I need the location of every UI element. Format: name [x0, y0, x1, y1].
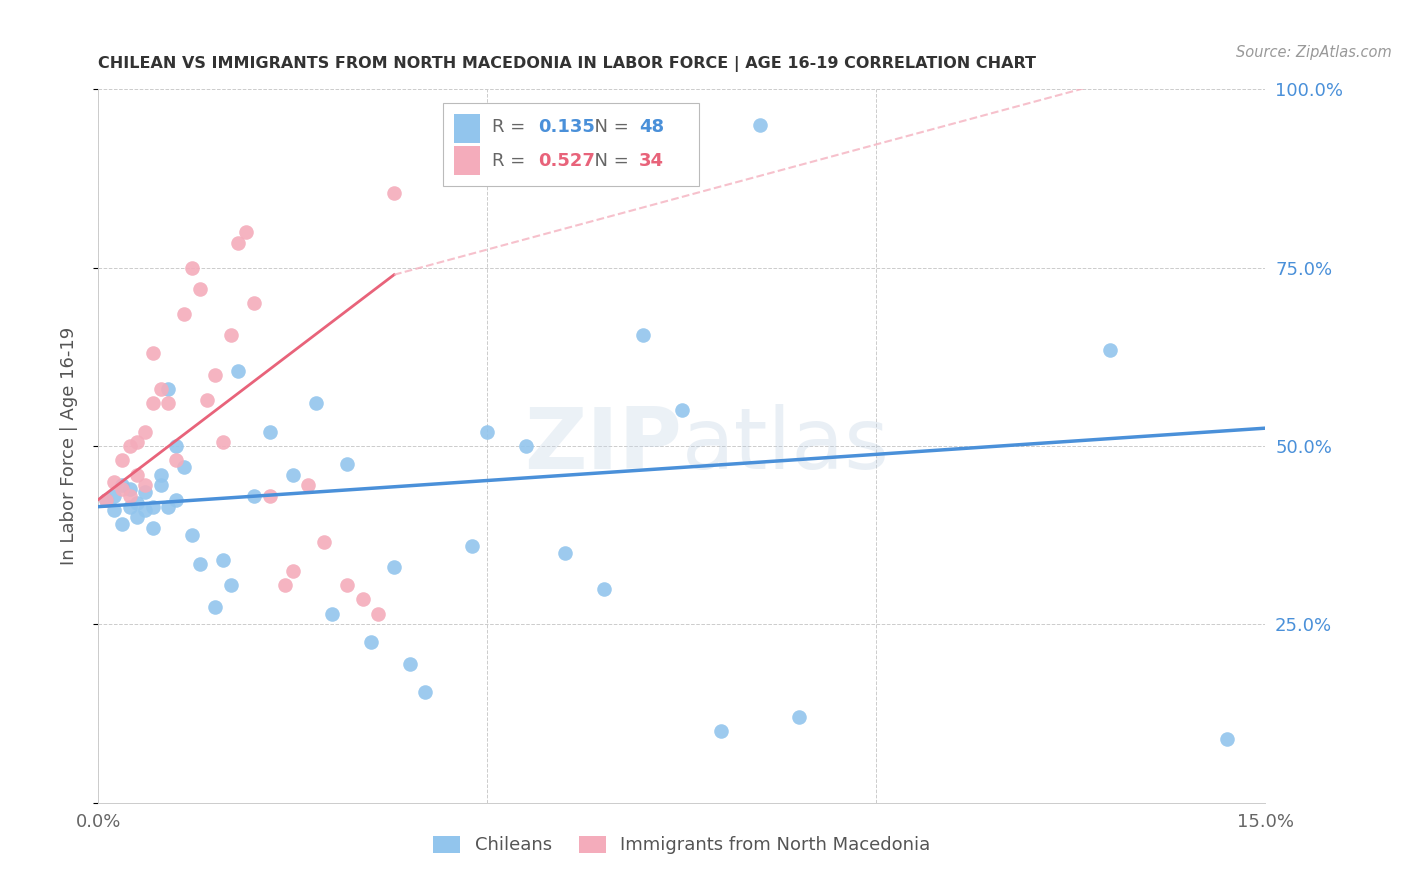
Point [165, 492, 187, 507]
Point [134, 425, 156, 439]
Point [165, 453, 187, 467]
Point [142, 500, 165, 514]
Point [142, 396, 165, 410]
Y-axis label: In Labor Force | Age 16-19: In Labor Force | Age 16-19 [59, 326, 77, 566]
Point [219, 578, 242, 592]
Point [188, 282, 211, 296]
Point [127, 496, 149, 510]
Point [111, 453, 134, 467]
Point [111, 517, 134, 532]
Bar [454, 146, 479, 175]
Text: 48: 48 [638, 118, 664, 136]
Point [367, 607, 389, 621]
Text: Source: ZipAtlas.com: Source: ZipAtlas.com [1236, 45, 1392, 60]
Point [787, 710, 810, 724]
Point [204, 368, 226, 382]
Point [157, 500, 180, 514]
Point [103, 489, 125, 503]
Point [111, 478, 134, 492]
Point [103, 475, 125, 489]
Point [103, 503, 125, 517]
Point [710, 724, 733, 739]
Point [352, 592, 374, 607]
Point [235, 225, 257, 239]
Point [173, 307, 195, 321]
Point [281, 467, 304, 482]
Point [360, 635, 382, 649]
Point [134, 503, 156, 517]
Text: ZIP: ZIP [524, 404, 682, 488]
Point [180, 528, 202, 542]
Point [671, 403, 693, 417]
Point [195, 392, 218, 407]
Point [142, 346, 165, 360]
Point [173, 460, 195, 475]
Point [554, 546, 576, 560]
Point [382, 186, 405, 200]
Point [149, 467, 172, 482]
Point [96, 492, 118, 507]
Text: 0.135: 0.135 [538, 118, 595, 136]
Text: R =: R = [492, 152, 530, 169]
Point [212, 553, 235, 567]
Point [157, 382, 180, 396]
Text: R =: R = [492, 118, 530, 136]
Text: N =: N = [582, 152, 634, 169]
Point [228, 235, 250, 250]
Point [118, 439, 141, 453]
Bar [454, 114, 479, 143]
Point [259, 489, 281, 503]
Point [515, 439, 537, 453]
Point [297, 478, 319, 492]
Point [127, 435, 149, 450]
Point [127, 510, 149, 524]
Point [212, 435, 235, 450]
Point [382, 560, 405, 574]
Point [1215, 731, 1237, 746]
Text: 34: 34 [638, 152, 664, 169]
Point [118, 489, 141, 503]
Point [1098, 343, 1121, 357]
Point [180, 260, 202, 275]
Point [243, 489, 266, 503]
Point [336, 578, 359, 592]
Legend: Chileans, Immigrants from North Macedonia: Chileans, Immigrants from North Macedoni… [426, 829, 938, 862]
Point [134, 478, 156, 492]
Point [118, 482, 141, 496]
Point [149, 478, 172, 492]
Text: atlas: atlas [682, 404, 890, 488]
Point [111, 482, 134, 496]
Point [593, 582, 616, 596]
Point [477, 425, 499, 439]
Point [413, 685, 436, 699]
Point [165, 439, 187, 453]
Point [305, 396, 328, 410]
Point [321, 607, 343, 621]
Point [461, 539, 484, 553]
Text: CHILEAN VS IMMIGRANTS FROM NORTH MACEDONIA IN LABOR FORCE | AGE 16-19 CORRELATIO: CHILEAN VS IMMIGRANTS FROM NORTH MACEDON… [98, 56, 1036, 72]
Point [243, 296, 266, 310]
Point [118, 500, 141, 514]
Point [228, 364, 250, 378]
Point [188, 557, 211, 571]
Point [336, 457, 359, 471]
Text: N =: N = [582, 118, 634, 136]
Point [631, 328, 654, 343]
Text: 0.527: 0.527 [538, 152, 595, 169]
Point [149, 382, 172, 396]
FancyBboxPatch shape [443, 103, 699, 186]
Point [127, 467, 149, 482]
Point [157, 396, 180, 410]
Point [281, 564, 304, 578]
Point [274, 578, 297, 592]
Point [204, 599, 226, 614]
Point [134, 485, 156, 500]
Point [142, 521, 165, 535]
Point [96, 492, 118, 507]
Point [398, 657, 420, 671]
Point [219, 328, 242, 343]
Point [259, 425, 281, 439]
Point [312, 535, 335, 549]
Point [748, 118, 770, 132]
